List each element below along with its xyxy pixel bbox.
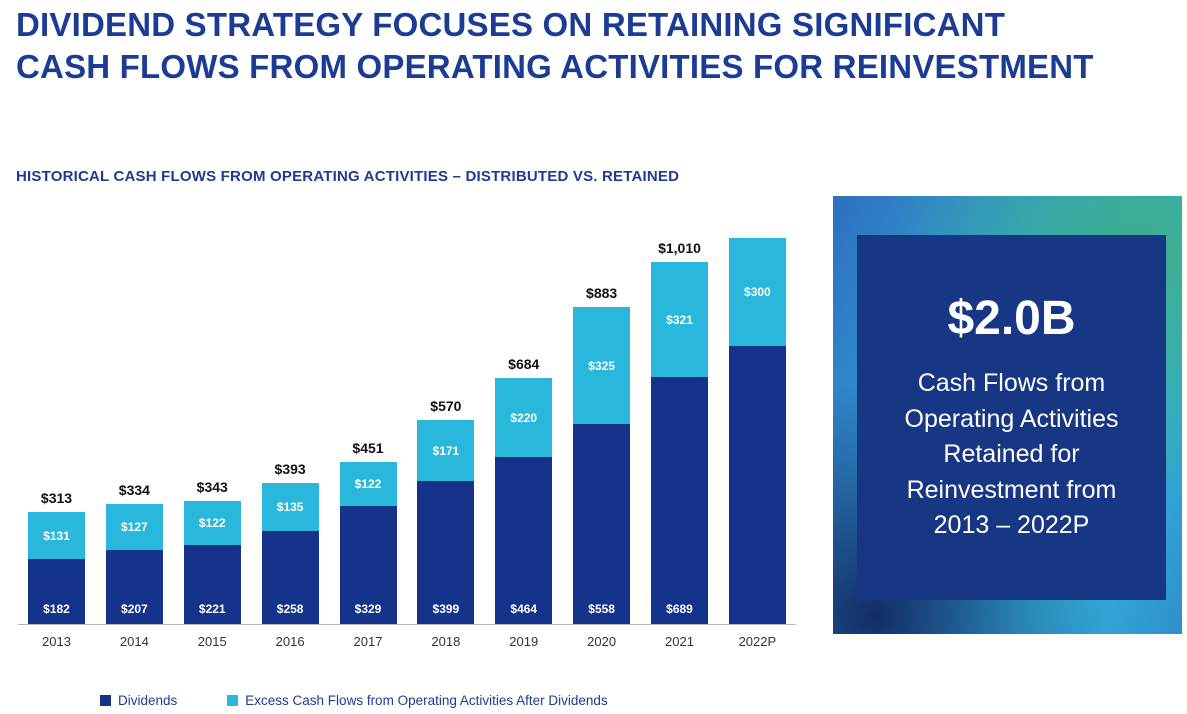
total-label: $343	[196, 479, 228, 495]
dividends-segment-label: $329	[354, 602, 382, 616]
legend-label: Dividends	[118, 693, 178, 708]
dividends-segment-label: $558	[588, 602, 615, 616]
excess-segment-label: $321	[666, 312, 693, 327]
total-label: $393	[274, 461, 306, 477]
excess-segment-label: $171	[432, 443, 460, 458]
bar-column: $684 $220 $464	[495, 356, 553, 624]
bar-column: $570 $171 $399	[417, 398, 475, 624]
total-label: $1,010	[658, 240, 701, 256]
bar-column: $883 $325 $558	[573, 285, 631, 624]
x-axis-label: 2015	[197, 634, 227, 649]
bar-segment-dividends: $258	[261, 531, 319, 624]
bar-chart: $313 $131 $182 $334 $127 $207 $343 $122 $221 $393…	[18, 228, 796, 649]
bar-column: $343 $122 $221	[183, 479, 241, 624]
chart-heading: HISTORICAL CASH FLOWS FROM OPERATING ACT…	[16, 168, 680, 185]
legend-label: Excess Cash Flows from Operating Activit…	[245, 693, 608, 708]
callout-description: Cash Flows from Operating Activities Ret…	[904, 369, 1119, 539]
slide-title: DIVIDEND STRATEGY FOCUSES ON RETAINING S…	[16, 6, 1094, 85]
bar-segment-dividends: $329	[339, 506, 397, 624]
bar-column: $313 $131 $182	[28, 490, 85, 624]
callout-inner-box: $2.0B Cash Flows from Operating Activiti…	[857, 235, 1166, 600]
x-axis-label: 2020	[587, 634, 617, 649]
bar-segment-excess: $127	[105, 504, 163, 550]
dividends-segment-label: $207	[121, 602, 148, 616]
dividends-segment-label: $464	[510, 602, 538, 616]
dividends-segment-label: $689	[666, 602, 693, 616]
bar-segment-dividends: $464	[495, 457, 553, 624]
dividends-segment-label: $221	[198, 602, 226, 616]
total-label: $334	[118, 482, 150, 498]
dividends-segment-label: $399	[432, 602, 460, 616]
bar-segment-excess: $321	[651, 262, 708, 377]
total-label: $883	[586, 285, 618, 301]
bar-chart-plot: $313 $131 $182 $334 $127 $207 $343 $122 $221 $393…	[18, 228, 796, 625]
x-axis-labels: 2013 2014 2015 2016 2017 2018 2019 2020 2021 2022…	[18, 634, 796, 649]
excess-segment-label: $220	[510, 410, 538, 425]
excess-segment-label: $127	[121, 520, 148, 534]
total-label: $570	[430, 398, 462, 414]
dividends-segment-label: $182	[43, 602, 70, 616]
x-axis-label: 2014	[119, 634, 149, 649]
bar-segment-dividends: $182	[28, 559, 85, 624]
bar-segment-dividends: $207	[105, 550, 163, 624]
excess-segment-label: $135	[276, 500, 304, 514]
excess-segment-label: $131	[43, 528, 70, 543]
bar-segment-excess: $131	[28, 512, 85, 559]
x-axis-label: 2016	[275, 634, 305, 649]
total-label: $684	[508, 356, 540, 372]
bar-column: $1,010 $321 $689	[651, 240, 708, 624]
total-label: $451	[352, 440, 384, 456]
x-axis-label: 2021	[665, 634, 694, 649]
bar-column: $393 $135 $258	[261, 461, 319, 624]
bar-segment-excess: $325	[573, 307, 631, 424]
callout-value: $2.0B	[947, 292, 1076, 345]
legend: Dividends Excess Cash Flows from Operatin…	[100, 693, 608, 708]
bar-segment-excess: $135	[261, 483, 319, 531]
legend-swatch	[100, 695, 111, 706]
legend-item: Excess Cash Flows from Operating Activit…	[227, 693, 608, 708]
bar-segment-excess: $122	[183, 501, 241, 545]
dividends-segment-label: $258	[276, 602, 304, 616]
excess-segment-label: $122	[198, 516, 226, 530]
x-axis-label: 2019	[509, 634, 539, 649]
excess-segment-label: $325	[588, 358, 615, 373]
bar-segment-dividends	[728, 346, 786, 624]
excess-segment-label: $300	[744, 285, 771, 299]
x-axis-label: 2013	[42, 634, 71, 649]
bar-column: $300	[728, 238, 786, 624]
bar-segment-dividends: $399	[417, 481, 475, 624]
bar-column: $451 $122 $329	[339, 440, 397, 624]
bar-segment-excess: $300	[728, 238, 786, 346]
excess-segment-label: $122	[354, 477, 382, 491]
legend-item: Dividends	[100, 693, 177, 708]
x-axis-label: 2017	[353, 634, 383, 649]
total-label: $313	[40, 490, 73, 506]
bar-segment-excess: $122	[339, 462, 397, 506]
bar-segment-dividends: $558	[573, 424, 631, 624]
bar-segment-dividends: $689	[651, 377, 708, 624]
bar-segment-excess: $171	[417, 420, 475, 481]
bar-column: $334 $127 $207	[105, 482, 163, 624]
x-axis-label: 2022P	[738, 634, 777, 649]
callout-card: $2.0B Cash Flows from Operating Activiti…	[833, 196, 1182, 634]
x-axis-label: 2018	[431, 634, 461, 649]
bar-segment-dividends: $221	[183, 545, 241, 624]
legend-swatch	[227, 695, 239, 706]
bar-segment-excess: $220	[495, 378, 553, 457]
